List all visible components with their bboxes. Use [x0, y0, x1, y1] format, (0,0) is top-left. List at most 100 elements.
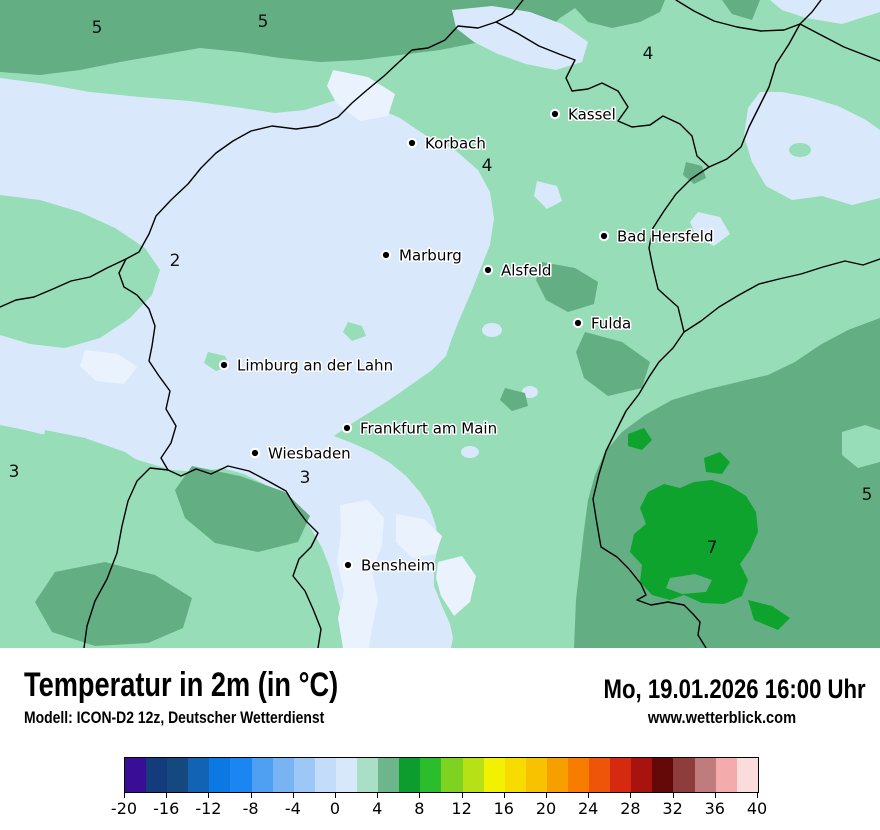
temperature-value-label: 5 — [92, 18, 103, 38]
region-mint-left1 — [0, 195, 160, 348]
region-sage-wiesbaden-s — [175, 466, 310, 552]
state-borders — [0, 0, 880, 648]
border-hesse-west — [118, 0, 524, 648]
colorbar-segment — [525, 758, 547, 792]
city-marker: Bensheim — [342, 555, 437, 576]
city-marker: Marburg — [380, 245, 463, 266]
colorbar-segment — [167, 758, 189, 792]
border-kassel-wedge — [495, 21, 710, 168]
colorbar-segment — [673, 758, 695, 792]
region-green-small3 — [748, 600, 790, 630]
colorbar-tick-label: 0 — [329, 799, 341, 818]
colorbar-segment — [589, 758, 611, 792]
region-light-bensheim-e2 — [436, 556, 476, 616]
city-dot — [343, 424, 351, 432]
region-sage-small-mid — [500, 388, 528, 411]
page-title: Temperatur in 2m (in °C) — [24, 666, 339, 704]
colorbar-segment — [610, 758, 632, 792]
colorbar-segment — [335, 758, 358, 792]
city-dot — [408, 139, 416, 147]
city-label: Wiesbaden — [268, 445, 351, 463]
city-marker: Bad Hersfeld — [598, 226, 715, 247]
colorbar-tickmark — [630, 792, 632, 798]
colorbar-segment — [420, 758, 442, 792]
colorbar-tick-label: 40 — [746, 799, 768, 818]
colorbar-segment — [357, 758, 379, 792]
region-light-bensheim-e1 — [396, 514, 442, 558]
city-marker: Frankfurt am Main — [341, 418, 499, 439]
city-dot — [600, 232, 608, 240]
city-dot — [484, 266, 492, 274]
city-label: Bad Hersfeld — [617, 228, 713, 246]
colorbar-tickmark — [503, 792, 505, 798]
model-info: Modell: ICON-D2 12z, Deutscher Wetterdie… — [24, 708, 325, 727]
colorbar-tickmark — [419, 792, 421, 798]
region-green-small1 — [704, 452, 730, 474]
value-labels-layer: 5 5 4 4 2 3 3 5 7 — [9, 12, 873, 558]
city-dot — [251, 449, 259, 457]
region-sage-fulda-se — [576, 332, 650, 396]
colorbar-segment — [272, 758, 294, 792]
city-dot — [220, 361, 228, 369]
colorbar-segment — [441, 758, 463, 792]
colorbar-segment — [736, 758, 758, 792]
colorbar-segment — [314, 758, 336, 792]
colorbar-segment — [399, 758, 421, 792]
border-branch-west — [0, 258, 127, 308]
city-markers-layer: Kassel Korbach Bad Hersfeld Marburg Alsfeld F… — [218, 104, 715, 576]
colorbar-tickmark — [250, 792, 252, 798]
colorbar-tick-label: -8 — [242, 799, 259, 818]
region-green-main — [630, 480, 758, 604]
colorbar-tickmark — [461, 792, 463, 798]
city-marker: Kassel — [549, 104, 617, 125]
border-hesse-east — [592, 23, 801, 648]
border-topright-wedge — [675, 0, 822, 32]
region-paleblue-ne-sliver — [770, 0, 880, 24]
city-label: Bensheim — [361, 557, 435, 575]
city-marker: Alsfeld — [482, 260, 553, 281]
temperature-value-label: 3 — [300, 468, 311, 488]
temperature-value-label: 4 — [643, 44, 654, 64]
map-svg: Kassel Korbach Bad Hersfeld Marburg Alsfeld F… — [0, 0, 880, 648]
region-green-small2 — [628, 428, 652, 450]
city-dot — [551, 110, 559, 118]
colorbar-segment — [652, 758, 674, 792]
city-marker: Fulda — [572, 313, 633, 334]
colorbar-tickmark — [757, 792, 758, 798]
website-label: www.wetterblick.com — [647, 708, 797, 727]
region-paleblue-speck2 — [522, 386, 538, 398]
colorbar-segment — [146, 758, 168, 792]
colorbar-tickmark — [292, 792, 294, 798]
city-label: Kassel — [568, 106, 616, 124]
city-label: Korbach — [425, 135, 486, 153]
colorbar-segment — [504, 758, 526, 792]
temperature-value-label: 3 — [9, 462, 20, 482]
map-area: Kassel Korbach Bad Hersfeld Marburg Alsfeld F… — [0, 0, 880, 648]
colorbar-segment — [567, 758, 590, 792]
border-ne-corner — [799, 23, 880, 62]
colorbar-tick-label: 28 — [620, 799, 641, 818]
colorbar-segment — [715, 758, 737, 792]
city-dot — [344, 561, 352, 569]
region-sage-small-ne — [683, 162, 706, 184]
colorbar-tick-label: 24 — [578, 799, 599, 818]
colorbar-tickmark — [335, 792, 336, 798]
region-paleblue-speck3 — [461, 446, 479, 458]
datetime-label: Mo, 19.01.2026 16:00 Uhr — [603, 674, 866, 704]
colorbar-tick-label: -12 — [195, 799, 222, 818]
colorbar-segment — [230, 758, 252, 792]
city-marker: Limburg an der Lahn — [218, 355, 395, 376]
region-mint-left2 — [40, 430, 155, 504]
temperature-colorbar — [124, 757, 759, 793]
colorbar-segment — [631, 758, 653, 792]
colorbar-tickmark — [124, 792, 125, 798]
temperature-value-label: 7 — [707, 538, 718, 558]
colorbar-tickmark — [714, 792, 716, 798]
city-label: Frankfurt am Main — [360, 420, 497, 438]
colorbar-tickmark — [377, 792, 379, 798]
colorbar-tick-label: -20 — [110, 799, 138, 818]
city-dot — [382, 251, 390, 259]
colorbar-segment — [378, 758, 400, 792]
colorbar-segment — [251, 758, 273, 792]
region-mint-mid1 — [343, 322, 366, 341]
